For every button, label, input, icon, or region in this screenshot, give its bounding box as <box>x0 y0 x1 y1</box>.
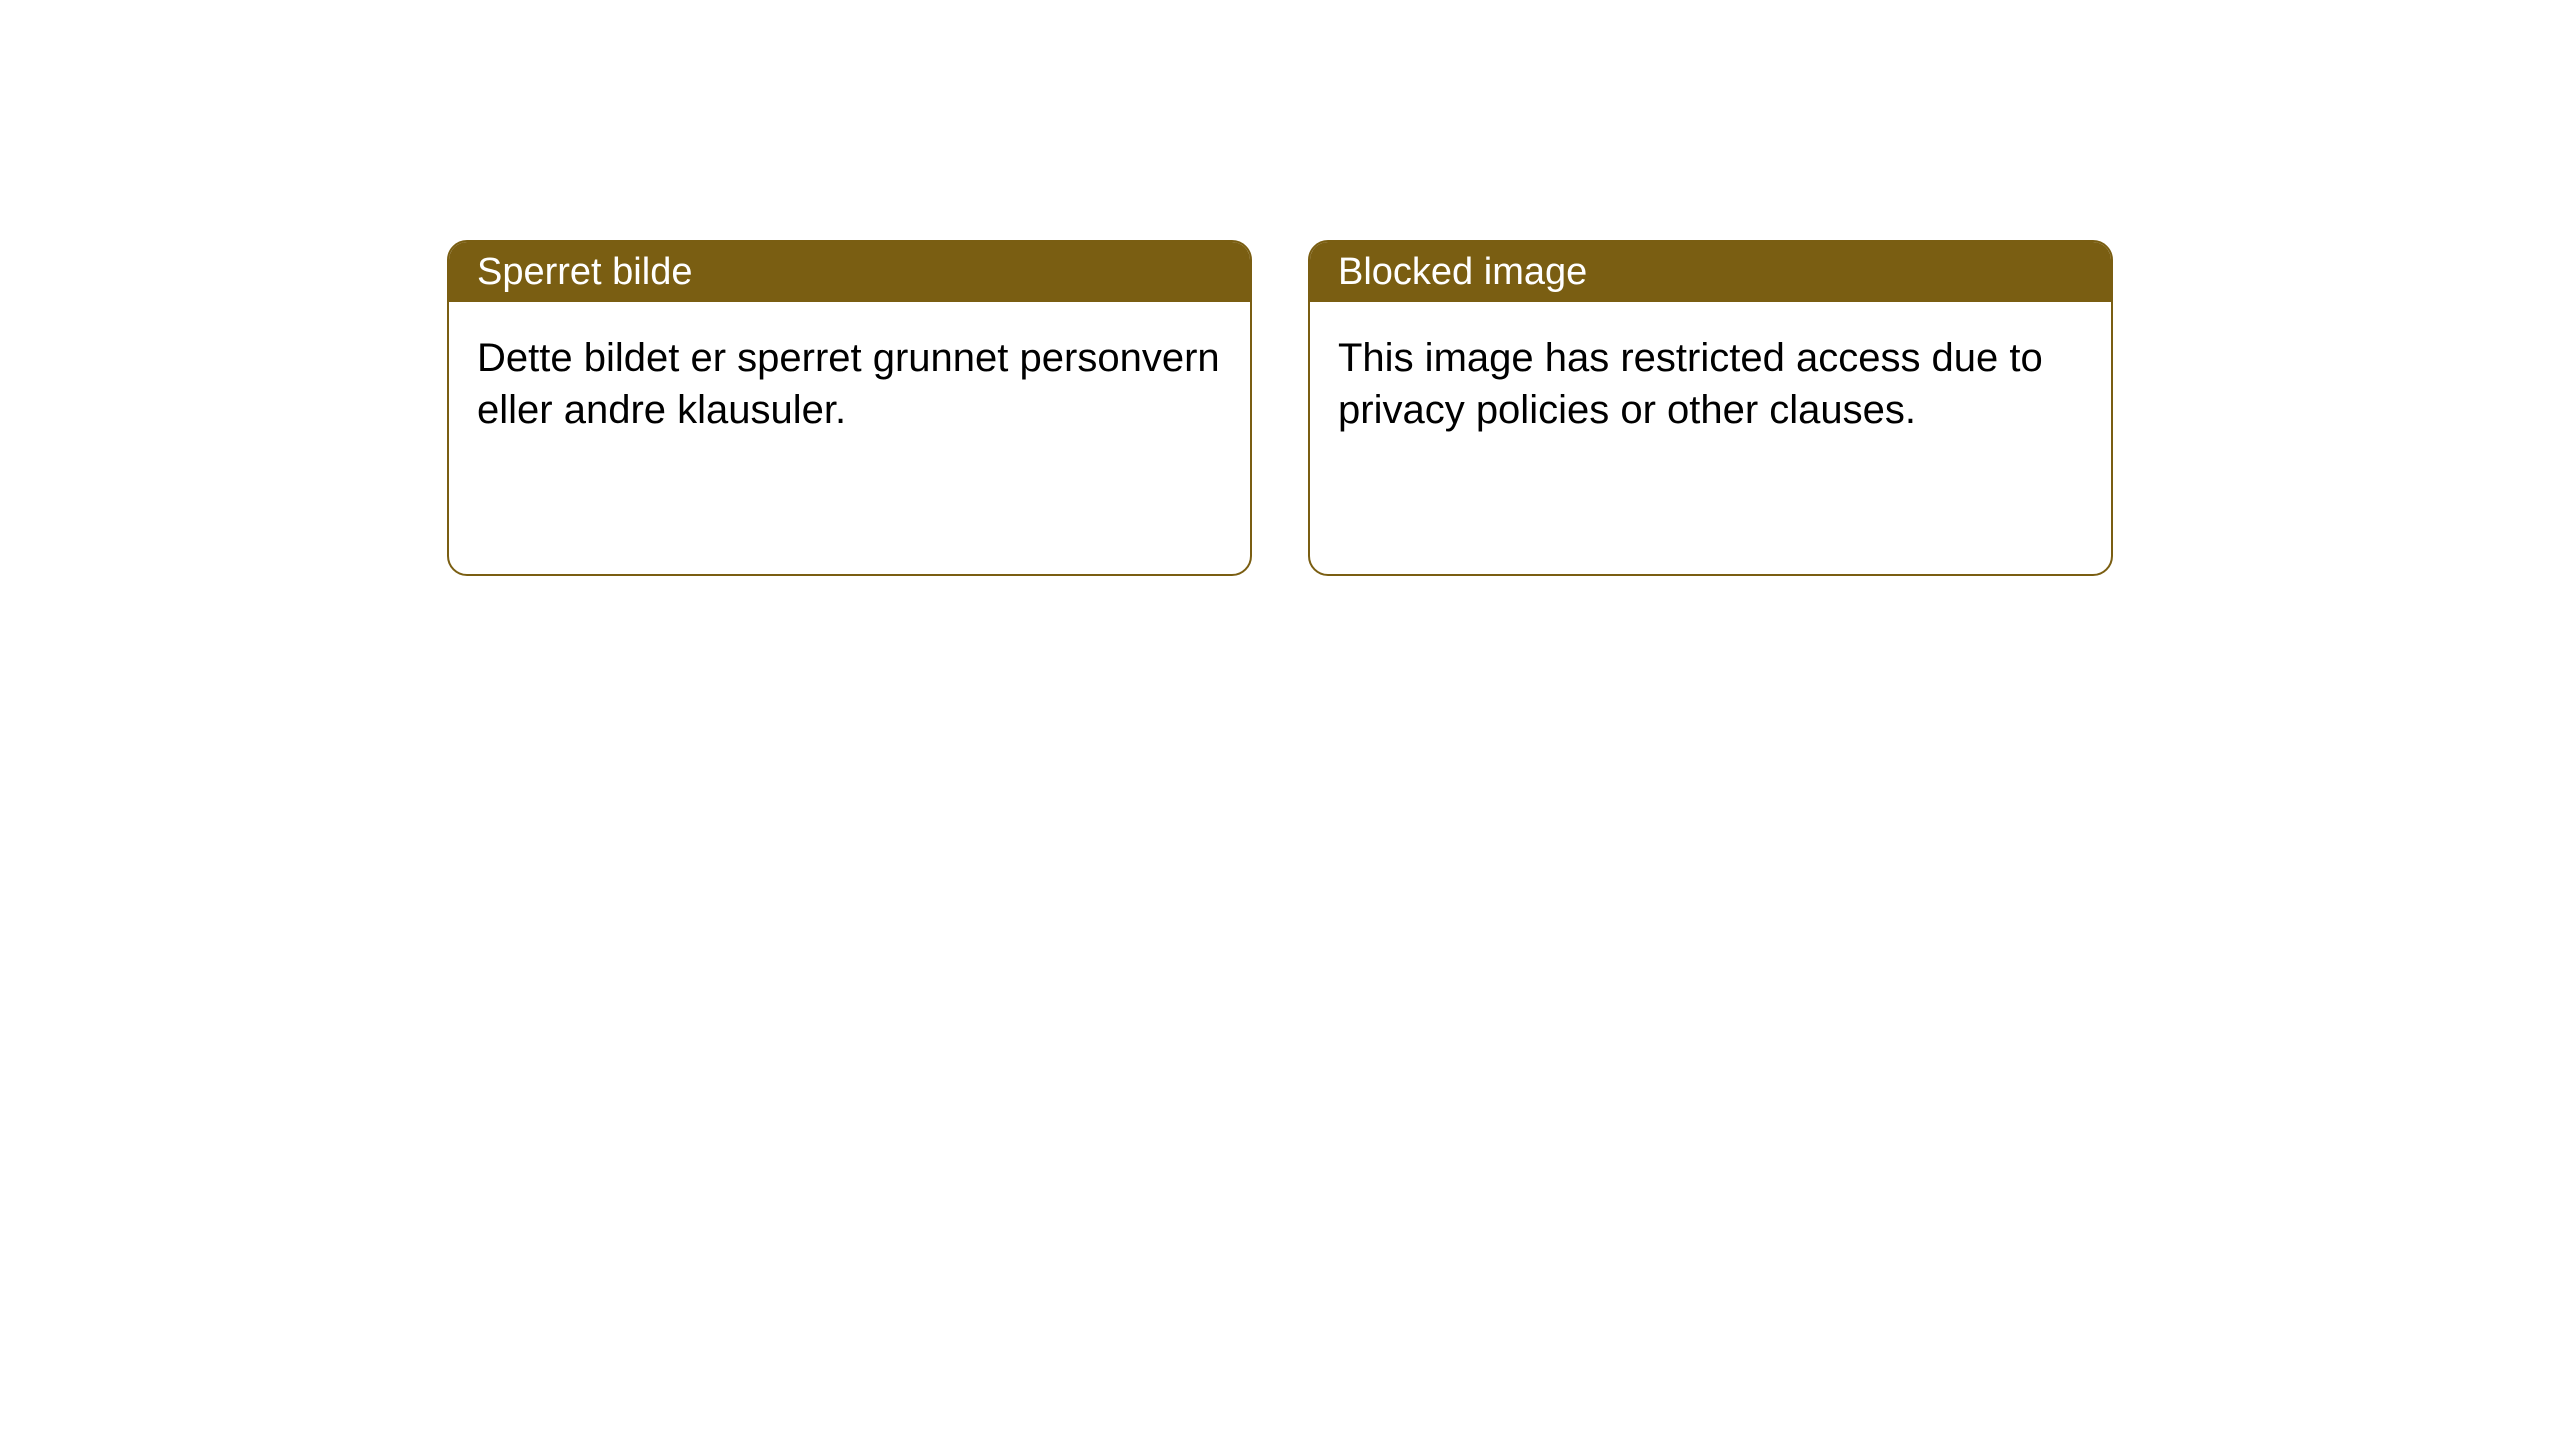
notice-header: Sperret bilde <box>449 242 1250 302</box>
notice-body: Dette bildet er sperret grunnet personve… <box>449 302 1250 466</box>
notice-card-english: Blocked image This image has restricted … <box>1308 240 2113 576</box>
notice-body: This image has restricted access due to … <box>1310 302 2111 466</box>
notice-title: Blocked image <box>1338 251 1587 294</box>
notice-body-text: This image has restricted access due to … <box>1338 336 2043 432</box>
notice-card-norwegian: Sperret bilde Dette bildet er sperret gr… <box>447 240 1252 576</box>
notice-body-text: Dette bildet er sperret grunnet personve… <box>477 336 1220 432</box>
notice-header: Blocked image <box>1310 242 2111 302</box>
notice-container: Sperret bilde Dette bildet er sperret gr… <box>0 0 2560 576</box>
notice-title: Sperret bilde <box>477 251 692 294</box>
